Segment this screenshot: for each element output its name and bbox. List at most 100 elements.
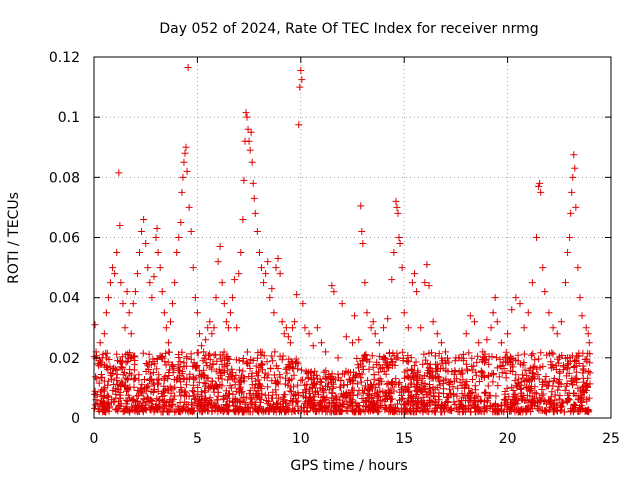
data-point: [121, 324, 129, 332]
data-point: [253, 227, 261, 235]
data-point: [266, 294, 274, 302]
data-point: [357, 202, 365, 210]
data-point: [158, 288, 166, 296]
data-point: [96, 339, 104, 347]
data-point: [129, 300, 137, 308]
data-point: [200, 348, 208, 356]
data-point: [553, 330, 561, 338]
data-point: [471, 318, 479, 326]
y-tick-label: 0: [71, 411, 80, 427]
data-point: [535, 182, 543, 190]
data-point: [421, 279, 429, 287]
data-point: [117, 279, 125, 287]
data-point: [384, 315, 392, 323]
data-point: [296, 83, 304, 91]
data-point: [187, 227, 195, 235]
data-point: [371, 330, 379, 338]
data-point: [539, 264, 547, 272]
data-point: [423, 261, 431, 269]
data-point: [107, 279, 115, 287]
data-point: [222, 318, 230, 326]
data-point: [171, 279, 179, 287]
data-point: [305, 330, 313, 338]
data-point: [226, 309, 234, 317]
data-point: [569, 173, 577, 181]
y-tick-label: 0.04: [49, 291, 80, 307]
axis-ticks: [93, 56, 612, 419]
data-point: [249, 179, 257, 187]
data-point: [278, 318, 286, 326]
data-point: [388, 276, 396, 284]
data-point: [437, 339, 445, 347]
data-point: [169, 300, 177, 308]
x-tick-label: 25: [602, 431, 620, 447]
data-point: [584, 330, 592, 338]
data-point: [475, 339, 483, 347]
data-point: [299, 300, 307, 308]
data-point: [258, 264, 266, 272]
y-tick-label: 0.12: [49, 50, 80, 66]
data-point: [116, 221, 124, 229]
data-point: [193, 309, 201, 317]
data-point: [262, 270, 270, 278]
data-point: [400, 309, 408, 317]
data-point: [123, 288, 131, 296]
data-point: [240, 176, 248, 184]
y-tick-label: 0.02: [49, 351, 80, 367]
data-point: [119, 300, 127, 308]
data-point: [175, 234, 183, 241]
data-point: [395, 234, 403, 241]
data-point: [104, 294, 112, 302]
data-point: [568, 188, 576, 196]
y-axis-label: ROTI / TECUs: [6, 192, 22, 284]
data-point: [322, 348, 330, 356]
data-point: [185, 203, 193, 211]
data-point: [142, 240, 150, 248]
y-tick-label: 0.1: [58, 110, 80, 126]
data-point: [342, 333, 350, 341]
data-point: [260, 279, 268, 287]
data-point: [167, 318, 175, 326]
data-point: [131, 288, 139, 296]
data-point: [291, 318, 299, 326]
data-point: [113, 249, 121, 257]
data-point: [541, 288, 549, 296]
x-tick-label: 5: [193, 431, 202, 447]
data-point: [152, 234, 160, 241]
data-point: [355, 336, 363, 344]
data-point: [164, 339, 172, 347]
data-point: [133, 270, 141, 278]
x-tick-label: 0: [90, 431, 99, 447]
data-point: [578, 312, 586, 320]
data-point: [489, 309, 497, 317]
data-point: [369, 318, 377, 326]
data-point: [351, 312, 359, 320]
x-tick-label: 20: [499, 431, 517, 447]
data-point: [358, 227, 366, 235]
x-tick-labels: 0 5 10 15 20 25: [90, 431, 620, 447]
data-point: [160, 309, 168, 317]
data-point: [582, 324, 590, 332]
data-point: [189, 264, 197, 272]
data-point: [153, 224, 161, 232]
data-point: [393, 203, 401, 211]
data-point: [216, 243, 224, 251]
data-point: [248, 158, 256, 166]
data-point: [276, 270, 284, 278]
data-point: [239, 215, 247, 223]
data-point: [224, 324, 232, 332]
data-point: [493, 318, 501, 326]
data-point: [204, 324, 212, 332]
x-axis-label: GPS time / hours: [290, 458, 407, 474]
data-point: [264, 258, 272, 266]
data-point: [156, 264, 164, 272]
data-point: [491, 294, 499, 302]
data-point: [206, 318, 214, 326]
data-point: [487, 324, 495, 332]
data-point: [367, 324, 375, 332]
chart-title: Day 052 of 2024, Rate Of TEC Index for r…: [159, 21, 538, 37]
data-point: [479, 348, 487, 356]
data-point: [210, 324, 218, 332]
data-point: [243, 113, 251, 121]
data-point: [363, 309, 371, 317]
